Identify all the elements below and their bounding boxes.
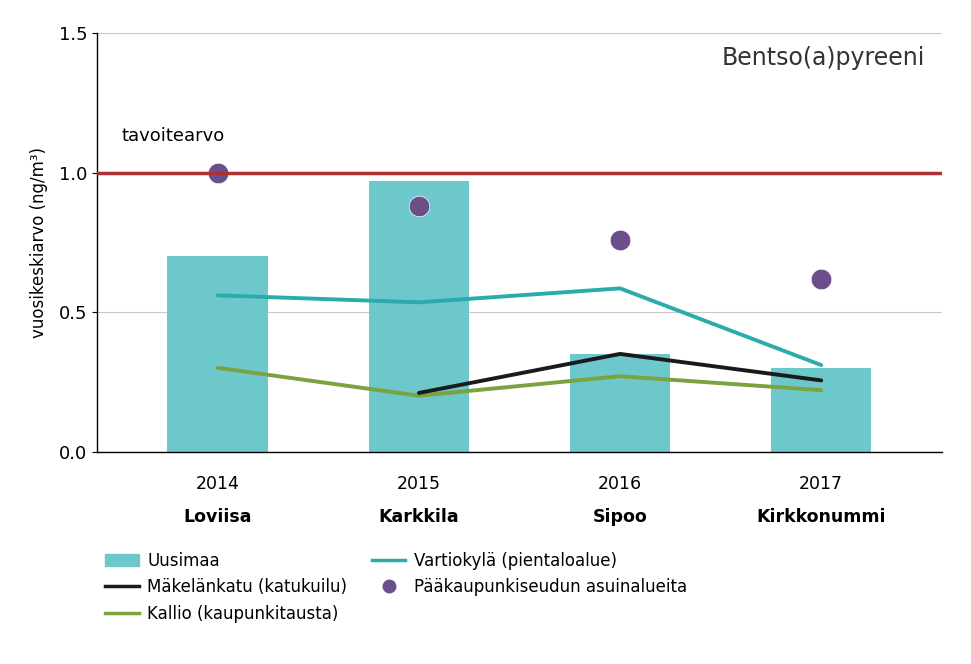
- Text: Sipoo: Sipoo: [592, 508, 648, 526]
- Text: 2015: 2015: [397, 475, 441, 493]
- Text: Kirkkonummi: Kirkkonummi: [756, 508, 886, 526]
- Text: Karkkila: Karkkila: [379, 508, 459, 526]
- Point: [814, 274, 829, 284]
- Text: 2017: 2017: [799, 475, 843, 493]
- Bar: [771, 368, 872, 452]
- Bar: [167, 256, 268, 452]
- Y-axis label: vuosikeskiarvo (ng/m³): vuosikeskiarvo (ng/m³): [30, 147, 48, 338]
- Bar: [369, 181, 469, 452]
- Point: [210, 167, 225, 178]
- Text: 2016: 2016: [598, 475, 642, 493]
- Point: [613, 234, 628, 245]
- Text: Bentso(a)pyreeni: Bentso(a)pyreeni: [721, 46, 925, 70]
- Text: 2014: 2014: [196, 475, 240, 493]
- Point: [411, 201, 426, 211]
- Text: tavoitearvo: tavoitearvo: [121, 127, 224, 145]
- Bar: [570, 354, 670, 452]
- Legend: Uusimaa, Mäkelänkatu (katukuilu), Kallio (kaupunkitausta), Vartiokylä (pientaloa: Uusimaa, Mäkelänkatu (katukuilu), Kallio…: [106, 552, 686, 623]
- Text: Loviisa: Loviisa: [184, 508, 252, 526]
